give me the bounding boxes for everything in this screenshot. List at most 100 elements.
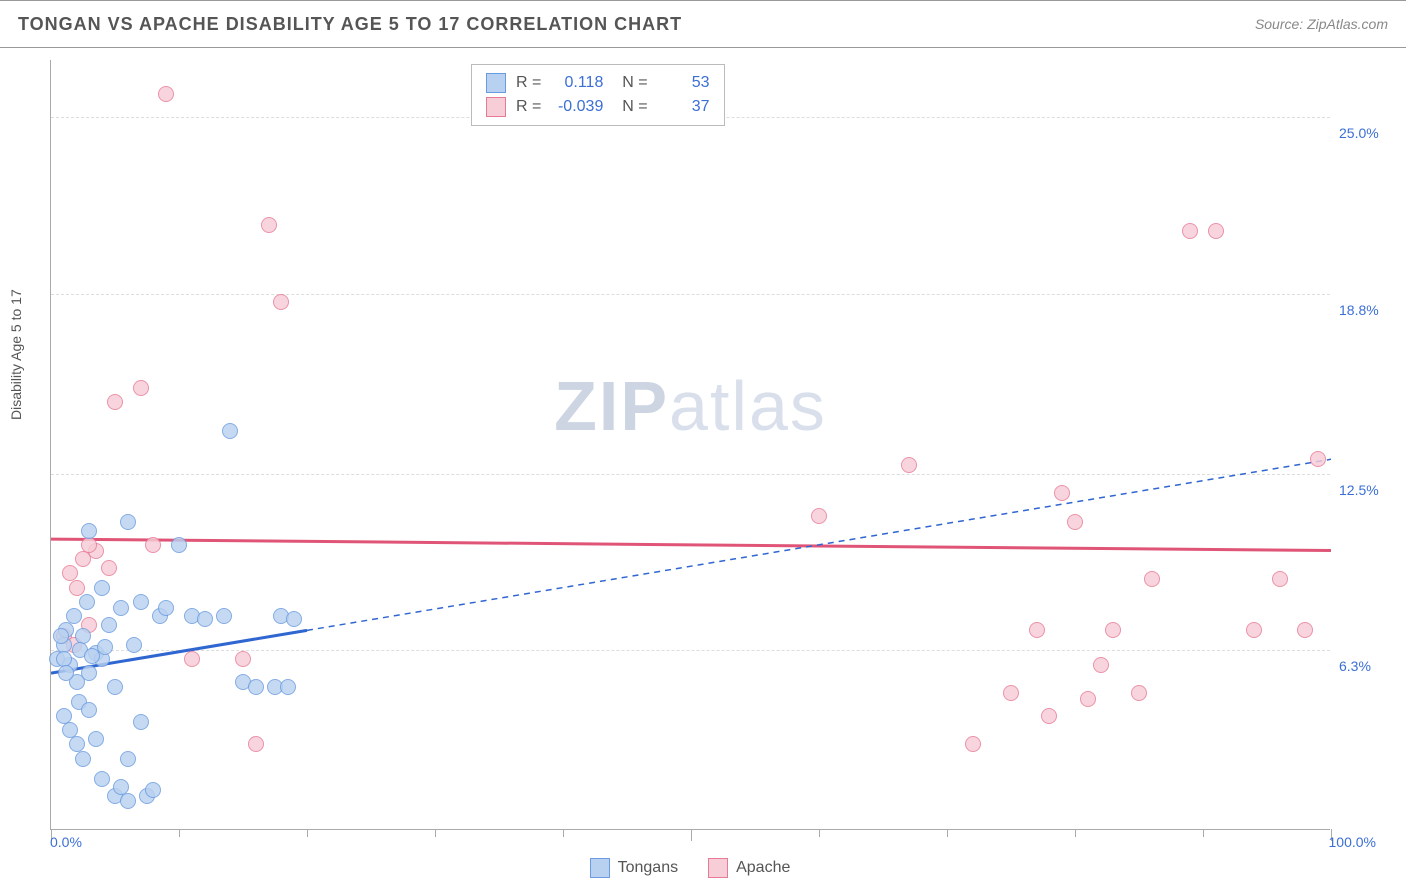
data-point (101, 560, 117, 576)
data-point (1054, 485, 1070, 501)
data-point (965, 736, 981, 752)
x-tick (691, 829, 692, 841)
x-minor-tick (179, 829, 180, 837)
data-point (107, 394, 123, 410)
legend-item-apache: Apache (708, 858, 790, 878)
data-point (235, 651, 251, 667)
chart-header: TONGAN VS APACHE DISABILITY AGE 5 TO 17 … (0, 0, 1406, 48)
data-point (1144, 571, 1160, 587)
legend-n-tongans: 53 (658, 74, 710, 92)
legend-r-label: R = (516, 74, 541, 92)
x-minor-tick (947, 829, 948, 837)
data-point (171, 537, 187, 553)
gridline (51, 474, 1330, 475)
data-point (1297, 622, 1313, 638)
data-point (88, 731, 104, 747)
legend-row-apache: R = -0.039 N = 37 (486, 95, 710, 119)
data-point (184, 651, 200, 667)
x-minor-tick (819, 829, 820, 837)
legend-item-tongans: Tongans (590, 858, 679, 878)
data-point (273, 294, 289, 310)
data-point (1182, 223, 1198, 239)
data-point (1003, 685, 1019, 701)
trend-lines (51, 60, 1331, 830)
x-minor-tick (563, 829, 564, 837)
data-point (1272, 571, 1288, 587)
data-point (94, 771, 110, 787)
x-minor-tick (1203, 829, 1204, 837)
x-minor-tick (1075, 829, 1076, 837)
data-point (197, 611, 213, 627)
swatch-apache (708, 858, 728, 878)
data-point (120, 751, 136, 767)
y-tick-label: 6.3% (1339, 658, 1371, 674)
watermark-rest: atlas (669, 367, 827, 445)
swatch-tongans (486, 73, 506, 93)
data-point (1080, 691, 1096, 707)
data-point (66, 608, 82, 624)
data-point (1246, 622, 1262, 638)
x-min-label: 0.0% (50, 834, 82, 850)
data-point (126, 637, 142, 653)
data-point (1093, 657, 1109, 673)
x-minor-tick (307, 829, 308, 837)
x-minor-tick (435, 829, 436, 837)
data-point (248, 679, 264, 695)
legend-r-label: R = (516, 98, 541, 116)
data-point (133, 594, 149, 610)
data-point (133, 380, 149, 396)
data-point (216, 608, 232, 624)
data-point (286, 611, 302, 627)
plot-area: ZIPatlas 6.3%12.5%18.8%25.0% R = 0.118 N… (50, 60, 1330, 830)
legend-n-label: N = (613, 74, 647, 92)
data-point (81, 702, 97, 718)
chart-source: Source: ZipAtlas.com (1255, 16, 1388, 32)
data-point (248, 736, 264, 752)
data-point (81, 537, 97, 553)
legend-label-apache: Apache (736, 859, 790, 877)
y-tick-label: 25.0% (1339, 125, 1379, 141)
data-point (79, 594, 95, 610)
swatch-tongans (590, 858, 610, 878)
y-tick-label: 12.5% (1339, 482, 1379, 498)
data-point (901, 457, 917, 473)
data-point (113, 600, 129, 616)
legend-n-label: N = (613, 98, 647, 116)
data-point (145, 537, 161, 553)
data-point (261, 217, 277, 233)
legend-r-apache: -0.039 (551, 98, 603, 116)
y-tick-label: 18.8% (1339, 302, 1379, 318)
chart-title: TONGAN VS APACHE DISABILITY AGE 5 TO 17 … (18, 14, 682, 35)
gridline (51, 294, 1330, 295)
watermark-bold: ZIP (554, 367, 669, 445)
data-point (101, 617, 117, 633)
data-point (97, 639, 113, 655)
data-point (222, 423, 238, 439)
data-point (280, 679, 296, 695)
data-point (1067, 514, 1083, 530)
watermark: ZIPatlas (554, 366, 827, 446)
series-legend: Tongans Apache (50, 858, 1330, 878)
data-point (120, 514, 136, 530)
data-point (158, 600, 174, 616)
data-point (133, 714, 149, 730)
data-point (58, 665, 74, 681)
data-point (1041, 708, 1057, 724)
data-point (75, 751, 91, 767)
data-point (120, 793, 136, 809)
chart-container: TONGAN VS APACHE DISABILITY AGE 5 TO 17 … (0, 0, 1406, 892)
data-point (1105, 622, 1121, 638)
data-point (1029, 622, 1045, 638)
data-point (81, 523, 97, 539)
swatch-apache (486, 97, 506, 117)
legend-label-tongans: Tongans (618, 859, 679, 877)
data-point (1310, 451, 1326, 467)
correlation-legend: R = 0.118 N = 53 R = -0.039 N = 37 (471, 64, 725, 126)
y-axis-label: Disability Age 5 to 17 (8, 289, 24, 420)
data-point (81, 665, 97, 681)
data-point (94, 580, 110, 596)
legend-r-tongans: 0.118 (551, 74, 603, 92)
data-point (107, 679, 123, 695)
legend-n-apache: 37 (658, 98, 710, 116)
data-point (69, 580, 85, 596)
